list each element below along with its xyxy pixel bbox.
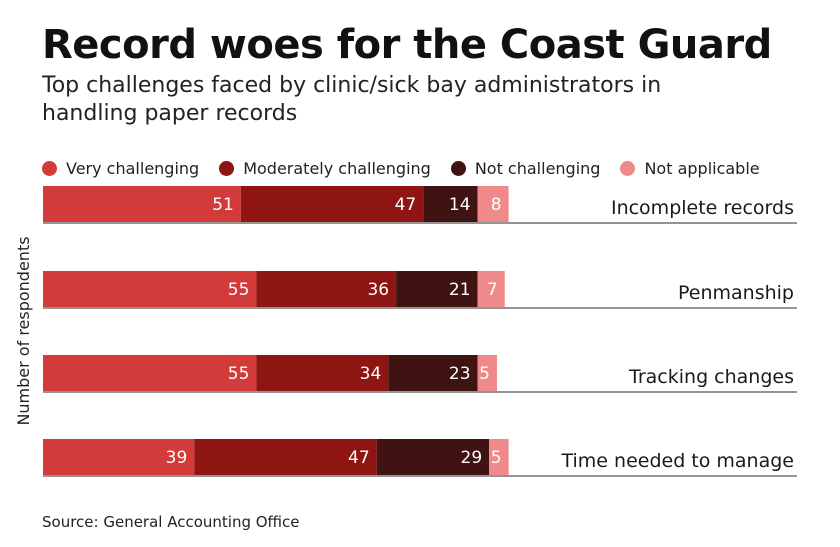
bar-tracking-changes-not-challenging [388,355,478,391]
source-note: Source: General Accounting Office [42,513,300,531]
y-axis-label: Number of respondents [14,236,33,425]
value-label-penmanship-moderately-challenging: 36 [367,280,389,300]
legend-item-very-challenging: Very challenging [42,159,199,178]
legend-swatch-moderately-challenging [219,160,235,176]
value-label-penmanship-not-applicable: 7 [487,280,498,300]
bar-incomplete-records-not-challenging [423,186,478,222]
category-label-time-needed-to-manage: Time needed to manage [560,450,794,472]
value-label-tracking-changes-not-applicable: 5 [479,364,490,384]
bar-time-needed-to-manage-very-challenging [43,439,195,475]
bar-incomplete-records-very-challenging [43,186,241,222]
bar-penmanship-not-applicable [477,271,505,307]
legend-item-moderately-challenging: Moderately challenging [219,159,431,178]
value-label-incomplete-records-not-applicable: 8 [491,195,502,215]
value-label-incomplete-records-moderately-challenging: 47 [395,195,417,215]
value-label-tracking-changes-very-challenging: 55 [228,364,250,384]
legend: Very challenging Moderately challenging … [42,157,760,179]
bar-tracking-changes-not-applicable [477,355,497,391]
category-label-incomplete-records: Incomplete records [611,197,794,219]
value-label-penmanship-very-challenging: 55 [228,280,250,300]
bar-time-needed-to-manage-not-challenging [376,439,490,475]
legend-swatch-very-challenging [42,160,57,176]
legend-label-not-applicable: Not applicable [644,158,760,178]
value-label-incomplete-records-not-challenging: 14 [449,195,471,215]
bar-time-needed-to-manage-not-applicable [489,439,509,475]
legend-item-not-applicable: Not applicable [620,158,760,178]
bar-penmanship-not-challenging [396,271,478,307]
bar-time-needed-to-manage-moderately-challenging [194,439,377,475]
legend-label-moderately-challenging: Moderately challenging [243,158,431,178]
bar-penmanship-very-challenging [43,271,257,307]
category-label-penmanship: Penmanship [678,282,794,304]
value-label-penmanship-not-challenging: 21 [449,280,471,300]
bar-incomplete-records-moderately-challenging [240,186,424,222]
legend-label-not-challenging: Not challenging [474,158,601,178]
value-label-tracking-changes-not-challenging: 23 [449,364,471,384]
chart-subtitle: Top challenges faced by clinic/sick bay … [42,73,662,126]
bar-penmanship-moderately-challenging [256,271,397,307]
legend-swatch-not-challenging [450,160,466,176]
value-label-time-needed-to-manage-not-challenging: 29 [461,448,483,468]
category-label-tracking-changes: Tracking changes [628,366,794,388]
chart-title: Record woes for the Coast Guard [42,22,772,68]
bar-tracking-changes-very-challenging [43,355,257,391]
value-label-tracking-changes-moderately-challenging: 34 [360,364,382,384]
legend-swatch-not-applicable [620,160,636,176]
value-label-time-needed-to-manage-not-applicable: 5 [491,448,502,468]
legend-item-not-challenging: Not challenging [450,158,601,178]
legend-label-very-challenging: Very challenging [66,158,200,178]
bar-incomplete-records-not-applicable [477,186,509,222]
value-label-time-needed-to-manage-very-challenging: 39 [166,448,188,468]
value-label-incomplete-records-very-challenging: 51 [212,195,234,215]
value-label-time-needed-to-manage-moderately-challenging: 47 [348,448,370,468]
bar-tracking-changes-moderately-challenging [256,355,389,391]
